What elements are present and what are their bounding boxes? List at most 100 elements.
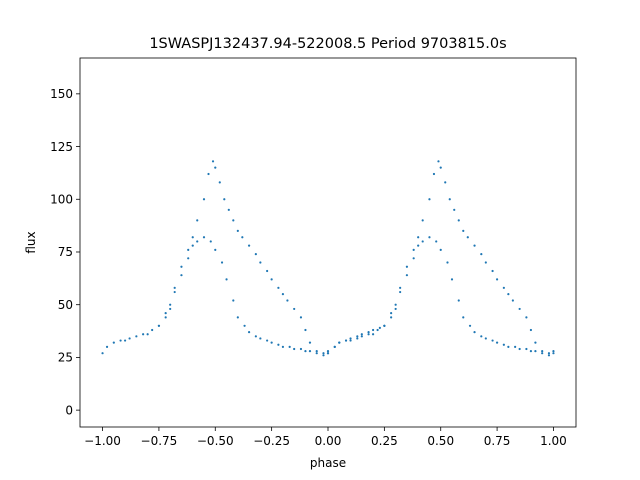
y-axis-label: flux (24, 231, 38, 253)
data-point (196, 240, 199, 243)
data-point (390, 312, 393, 315)
data-point (344, 339, 348, 342)
data-point (308, 349, 312, 353)
x-tick-label: −0.25 (253, 434, 290, 448)
data-point (196, 219, 199, 222)
data-point (428, 198, 431, 201)
data-point (209, 240, 212, 243)
data-point (247, 331, 251, 334)
data-point (507, 345, 510, 348)
data-point (191, 244, 194, 247)
data-point (484, 337, 487, 340)
data-point (518, 307, 521, 311)
data-point (466, 236, 469, 239)
data-point (105, 345, 109, 348)
data-point (173, 290, 176, 294)
y-tick-label: 100 (50, 192, 73, 206)
data-point (207, 172, 210, 176)
x-axis-ticks: −1.00 −0.75 −0.50 −0.25 0.00 0.25 0.50 0.75 1.00 (84, 427, 567, 448)
data-point (169, 303, 172, 306)
data-point (223, 198, 226, 201)
data-point (356, 337, 359, 340)
data-point (507, 293, 510, 296)
data-point (491, 269, 494, 273)
data-point (112, 341, 115, 344)
data-point (270, 278, 273, 281)
data-point (473, 244, 476, 247)
data-point (304, 349, 307, 353)
data-point (326, 352, 330, 355)
data-point (220, 261, 224, 264)
x-tick-label: 1.00 (540, 434, 567, 448)
data-point (180, 274, 183, 277)
data-point (371, 333, 375, 336)
data-point (254, 335, 257, 338)
data-point (191, 236, 194, 239)
data-point (157, 324, 161, 327)
data-point (211, 160, 215, 163)
data-point (135, 335, 138, 338)
data-point (322, 352, 325, 355)
data-point (448, 198, 451, 201)
data-point (502, 343, 505, 346)
data-point (450, 278, 454, 281)
data-point (241, 236, 244, 239)
data-point (541, 352, 544, 355)
data-point (187, 248, 190, 251)
data-point (552, 352, 555, 355)
data-point (390, 316, 393, 319)
data-point (225, 278, 228, 281)
data-point (173, 286, 176, 289)
data-point (421, 240, 424, 243)
x-tick-label: −0.75 (141, 434, 178, 448)
data-point (360, 335, 363, 338)
data-point (412, 257, 415, 260)
data-point (119, 339, 122, 342)
data-point (259, 337, 262, 340)
data-point (202, 236, 206, 239)
data-point (218, 181, 221, 184)
data-point (164, 312, 167, 315)
data-point (299, 316, 303, 319)
data-point (101, 352, 104, 355)
data-point (266, 269, 269, 273)
data-point (457, 299, 460, 302)
x-tick-label: −0.50 (197, 434, 234, 448)
data-point (534, 349, 537, 353)
data-point (293, 307, 296, 311)
data-point (326, 349, 330, 353)
data-point (462, 316, 465, 319)
x-axis-label: phase (310, 456, 346, 470)
data-point (417, 236, 420, 239)
data-point (495, 278, 499, 281)
data-point (435, 240, 438, 243)
data-point (518, 347, 521, 351)
data-point (484, 261, 487, 264)
data-point (214, 166, 217, 169)
data-point (349, 337, 352, 340)
data-point (266, 339, 269, 342)
data-point (405, 265, 409, 268)
y-tick-label: 75 (58, 245, 73, 259)
data-point (142, 333, 145, 336)
data-point (293, 347, 296, 351)
data-point (394, 307, 397, 311)
data-point (180, 265, 183, 268)
data-point (439, 166, 442, 169)
data-point (308, 341, 312, 344)
data-point (349, 339, 352, 342)
data-point (405, 274, 409, 277)
data-point (417, 244, 420, 247)
data-point (383, 324, 386, 327)
data-point (453, 208, 456, 211)
data-point (525, 347, 528, 351)
y-axis-ticks: 0 25 50 75 100 125 150 (50, 87, 80, 417)
data-point (277, 343, 280, 346)
data-point (547, 352, 551, 355)
chart-title: 1SWASPJ132437.94-522008.5 Period 9703815… (149, 36, 506, 52)
data-point (511, 299, 514, 302)
x-tick-label: −1.00 (84, 434, 121, 448)
data-point (232, 219, 235, 222)
data-point (446, 261, 449, 264)
